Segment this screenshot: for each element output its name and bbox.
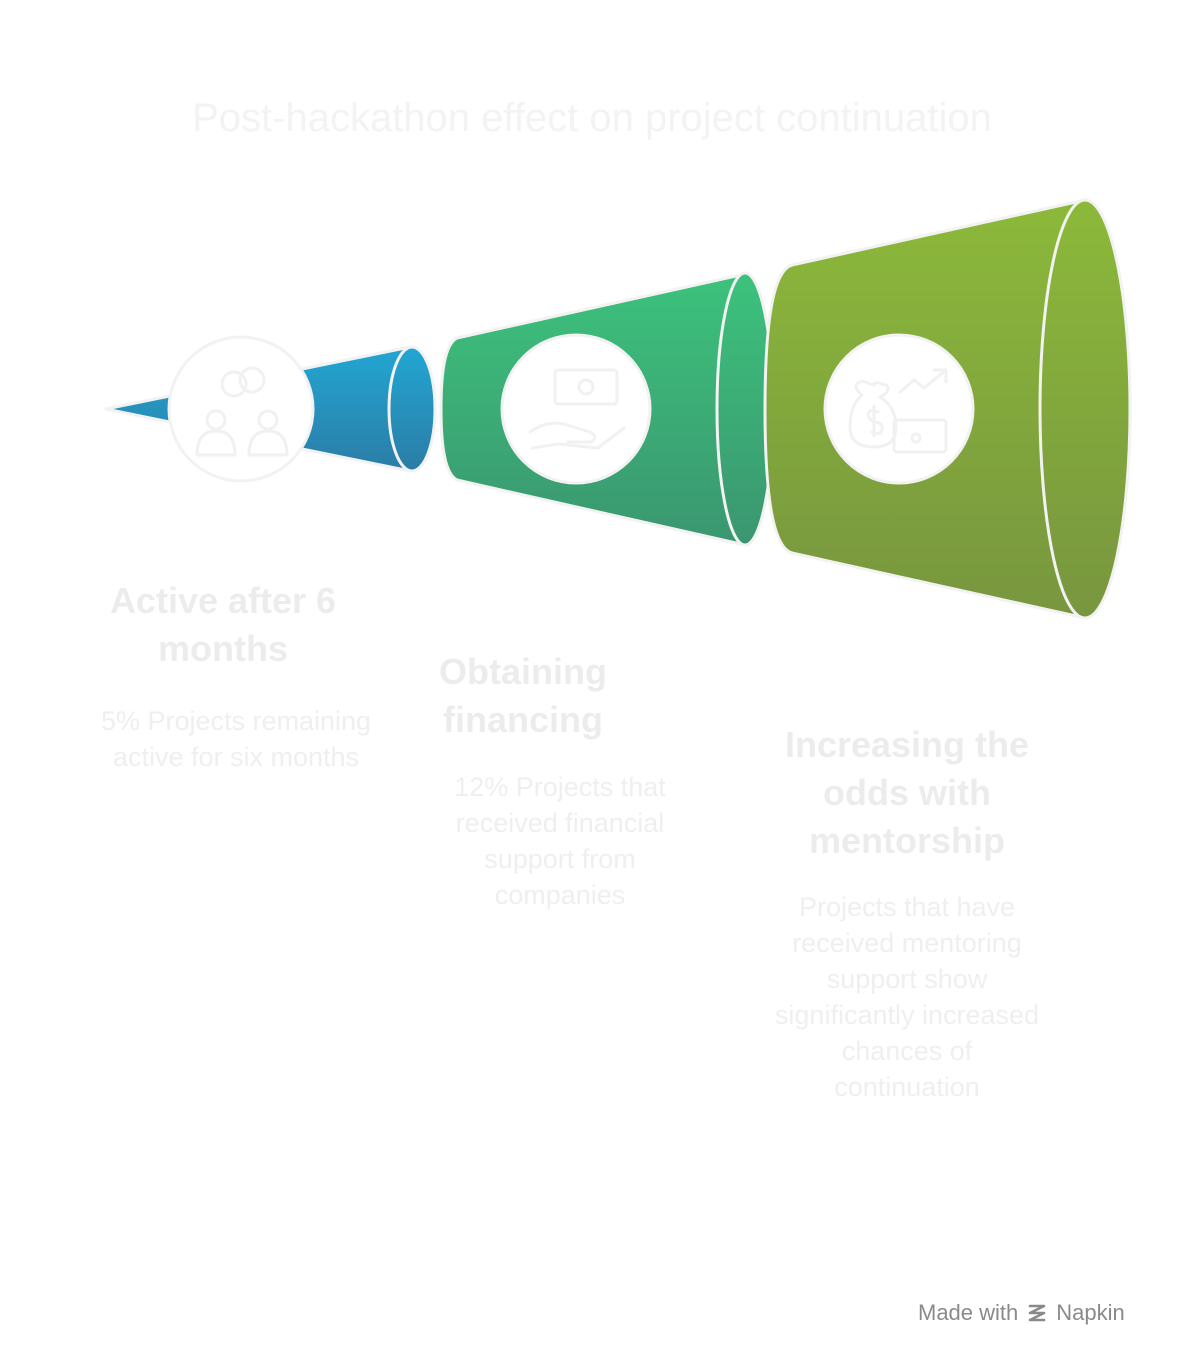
- funnel-segment-2: [439, 271, 775, 547]
- napkin-brand: Napkin: [1056, 1300, 1125, 1325]
- made-with-label: Made with: [918, 1300, 1019, 1325]
- footer-attribution: Made with Napkin: [918, 1297, 1125, 1329]
- funnel-segment-3: [763, 198, 1132, 620]
- diagram-title: Post-hackathon effect on project continu…: [192, 96, 992, 140]
- stage-1-description: 5% Projects remaining active for six mon…: [100, 706, 372, 772]
- stage-1-title: Active after 6 months: [109, 580, 337, 669]
- stage-3-title: Increasing the odds with mentorship: [784, 724, 1030, 861]
- stage-2-title: Obtaining financing: [439, 651, 607, 740]
- stage-2-description: 12% Projects that received financial sup…: [454, 772, 666, 910]
- money-hand-icon: [528, 368, 626, 450]
- people-link-icon: [195, 366, 289, 457]
- funnel-segment-1: [104, 335, 437, 483]
- stage-3-description: Projects that have received mentoring su…: [774, 892, 1040, 1102]
- money-growth-icon: [848, 368, 948, 454]
- napkin-logo-icon: [1028, 1304, 1046, 1322]
